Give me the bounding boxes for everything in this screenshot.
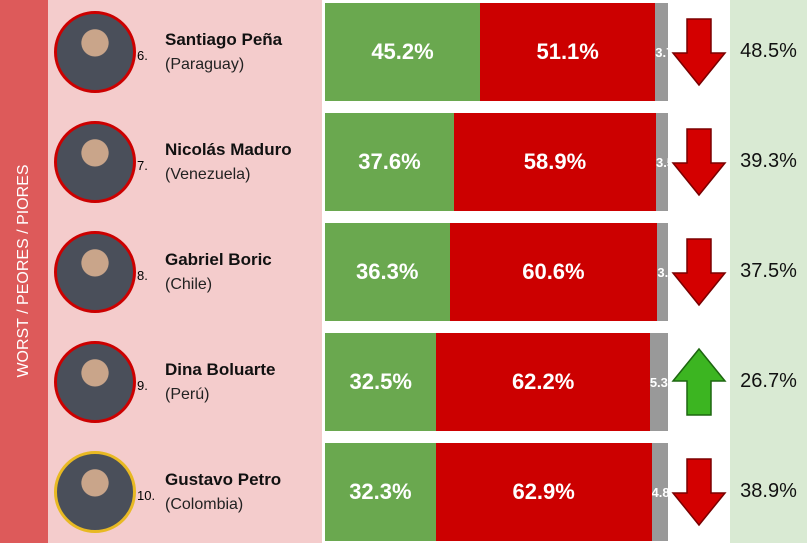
trend-arrow bbox=[671, 238, 727, 307]
photo bbox=[54, 231, 136, 313]
country: (Venezuela) bbox=[165, 166, 251, 183]
bar-segment: 37.6% bbox=[325, 113, 454, 211]
country: (Colombia) bbox=[165, 496, 244, 513]
name: Nicolás Maduro bbox=[165, 140, 292, 159]
previous-value: 38.9% bbox=[740, 480, 797, 502]
rank: 9. bbox=[137, 378, 148, 393]
bar-segment: 5.3% bbox=[649, 333, 668, 431]
name: Santiago Peña bbox=[165, 30, 283, 49]
name: Gustavo Petro bbox=[165, 470, 282, 489]
arrow-shape bbox=[671, 18, 727, 87]
arrow-shape bbox=[671, 128, 727, 197]
trend-arrow bbox=[671, 458, 727, 527]
bar-segment: 60.6% bbox=[449, 223, 658, 321]
photo bbox=[54, 11, 136, 93]
arrow-shape bbox=[671, 347, 727, 416]
rank: 7. bbox=[137, 158, 148, 173]
trend-arrow bbox=[671, 347, 727, 416]
previous-value: 39.3% bbox=[740, 150, 797, 172]
stacked-bar: 45.2%51.1%3.7% bbox=[325, 3, 668, 101]
stacked-bar: 32.5%62.2%5.3% bbox=[325, 333, 668, 431]
trend-arrow bbox=[671, 18, 727, 87]
bar-segment: 32.5% bbox=[325, 333, 437, 431]
previous-value: 48.5% bbox=[740, 40, 797, 62]
bar-segment: 62.9% bbox=[435, 443, 652, 541]
bar-segment: 3.1% bbox=[657, 223, 668, 321]
bar-segment: 51.1% bbox=[480, 3, 656, 101]
bar-segment: 58.9% bbox=[453, 113, 656, 211]
rank: 8. bbox=[137, 268, 148, 283]
arrow-shape bbox=[671, 238, 727, 307]
country: (Chile) bbox=[165, 276, 213, 293]
bar-segment: 62.2% bbox=[436, 333, 650, 431]
previous-value: 26.7% bbox=[740, 370, 797, 392]
bar-segment: 36.3% bbox=[325, 223, 450, 321]
bar-segment: 4.8% bbox=[651, 443, 668, 541]
previous-value: 37.5% bbox=[740, 260, 797, 282]
country: (Perú) bbox=[165, 386, 210, 403]
bar-segment: 32.3% bbox=[325, 443, 436, 541]
stacked-bar: 36.3%60.6%3.1% bbox=[325, 223, 668, 321]
bar-segment: 45.2% bbox=[325, 3, 481, 101]
bar-segment: 3.5% bbox=[655, 113, 668, 211]
name: Gabriel Boric bbox=[165, 250, 272, 269]
photo bbox=[54, 121, 136, 203]
photo bbox=[54, 451, 136, 533]
arrow-shape bbox=[671, 458, 727, 527]
side-label: WORST / PEORES / PIORES bbox=[15, 164, 32, 378]
stacked-bar: 32.3%62.9%4.8% bbox=[325, 443, 668, 541]
country: (Paraguay) bbox=[165, 56, 245, 73]
stacked-bar: 37.6%58.9%3.5% bbox=[325, 113, 668, 211]
rank: 6. bbox=[137, 48, 148, 63]
previous-panel bbox=[730, 0, 807, 543]
side-strip bbox=[0, 0, 48, 543]
trend-arrow bbox=[671, 128, 727, 197]
rank: 10. bbox=[137, 488, 156, 503]
photo bbox=[54, 341, 136, 423]
name: Dina Boluarte bbox=[165, 360, 276, 379]
bar-segment: 3.7% bbox=[655, 3, 668, 101]
